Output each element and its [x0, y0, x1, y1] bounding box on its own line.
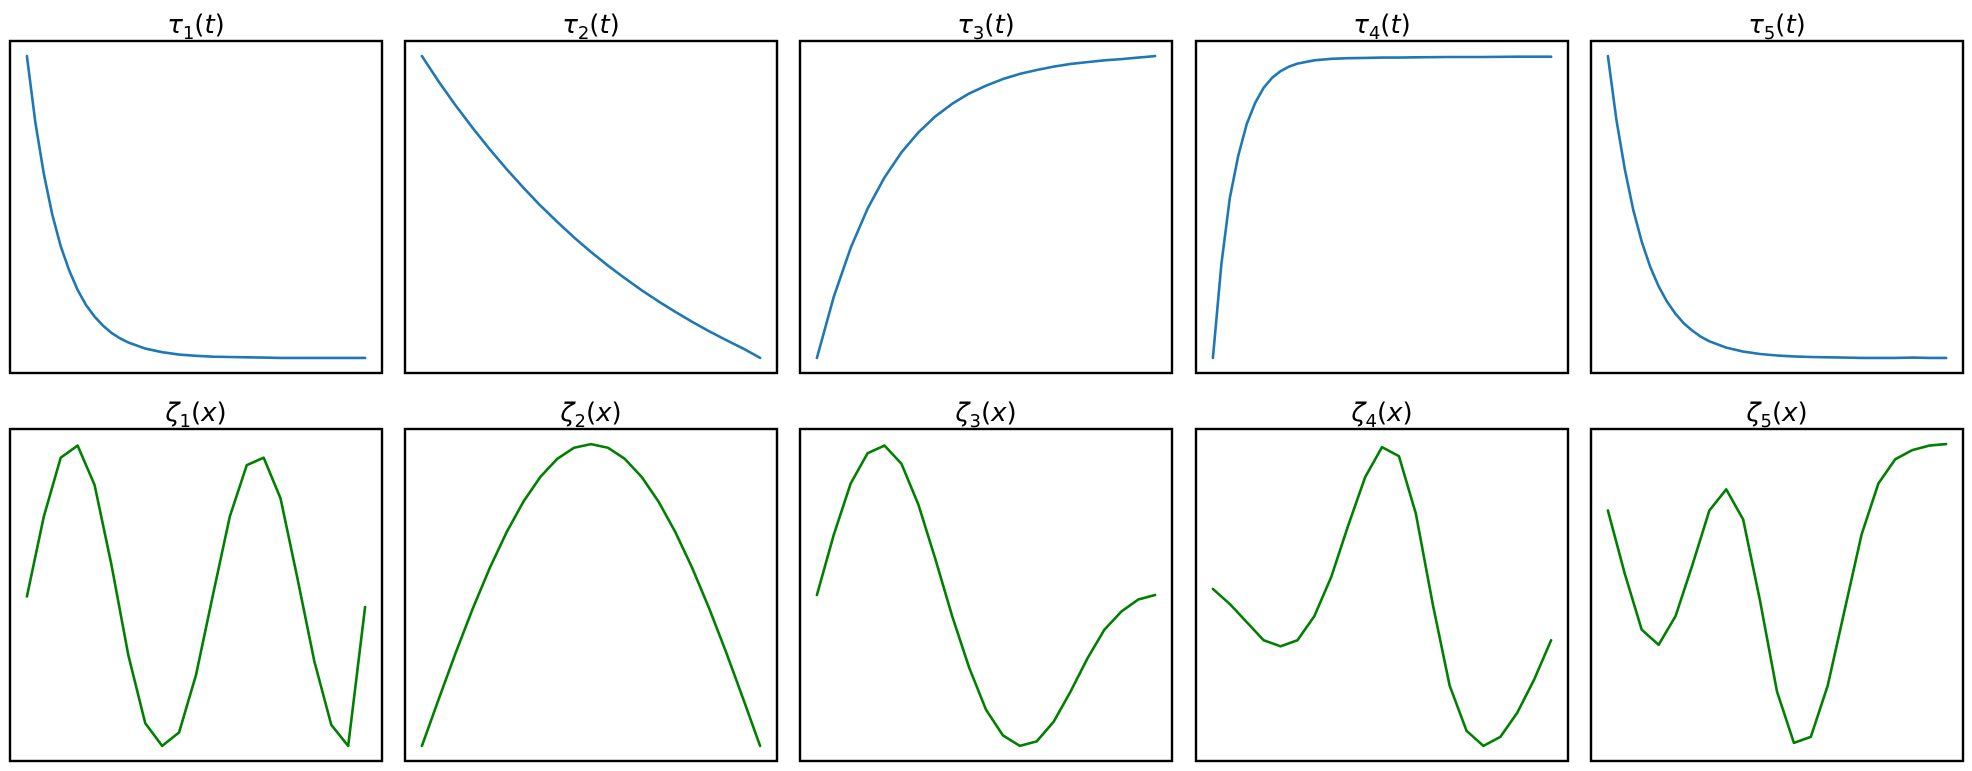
tau-1-title: τ1(t): [167, 10, 225, 44]
tau-2-line-0: [420, 54, 762, 360]
zeta-3-title-arg: x: [990, 398, 1007, 428]
zeta-2-title-symbol: ζ: [559, 398, 576, 428]
zeta-5-line-0: [1606, 442, 1948, 745]
zeta-2-title-close-paren: ): [612, 398, 622, 428]
zeta-1-title: ζ1(x): [164, 398, 226, 432]
zeta-5-title: ζ5(x): [1745, 398, 1807, 432]
tau-2-title-symbol: τ: [562, 10, 578, 40]
zeta-5-panel: ζ5(x): [1589, 398, 1965, 763]
tau-5-title-close-paren: ): [1796, 10, 1806, 40]
zeta-1-line-0: [25, 444, 367, 748]
tau-1-title-symbol: τ: [167, 10, 183, 40]
zeta-2-axes-frame: [403, 427, 779, 763]
tau-5-title-symbol: τ: [1748, 10, 1764, 40]
zeta-2-title-arg: x: [595, 398, 612, 428]
zeta-4-axes-frame: [1194, 427, 1570, 763]
subplot-grid: τ1(t) τ2(t) τ3(t) τ4(t) τ5(t)ζ1(x) ζ2(x) ζ3(x)…: [8, 10, 1965, 763]
tau-1-axes-frame: [8, 39, 384, 375]
tau-3-title-arg: t: [994, 10, 1005, 40]
zeta-5-title-subscript: 5: [1761, 411, 1772, 432]
zeta-3-title-symbol: ζ: [954, 398, 971, 428]
tau-4-line-0: [1211, 55, 1553, 360]
tau-2-title-open-paren: (: [589, 10, 599, 40]
zeta-4-title-subscript: 4: [1366, 411, 1377, 432]
tau-2-title-close-paren: ): [610, 10, 620, 40]
tau-3-title-symbol: τ: [957, 10, 973, 40]
zeta-5-axes-frame: [1589, 427, 1965, 763]
tau-2-title-subscript: 2: [578, 23, 589, 44]
zeta-3-title-subscript: 3: [970, 411, 981, 432]
tau-3-line-0: [815, 54, 1157, 360]
zeta-3-line-0: [815, 444, 1157, 748]
zeta-3-axes-frame: [798, 427, 1174, 763]
tau-1-title-open-paren: (: [194, 10, 204, 40]
zeta-1-title-open-paren: (: [191, 398, 201, 428]
tau-2-title-arg: t: [599, 10, 610, 40]
tau-3-title-open-paren: (: [984, 10, 994, 40]
zeta-4-panel: ζ4(x): [1194, 398, 1570, 763]
zeta-4-title-open-paren: (: [1377, 398, 1387, 428]
zeta-1-panel: ζ1(x): [8, 398, 384, 763]
zeta-2-panel: ζ2(x): [403, 398, 779, 763]
tau-4-title-subscript: 4: [1369, 23, 1380, 44]
tau-5-line-0: [1606, 54, 1948, 360]
tau-2-panel: τ2(t): [403, 10, 779, 375]
zeta-4-title-arg: x: [1386, 398, 1403, 428]
tau-1-title-close-paren: ): [215, 10, 225, 40]
tau-5-axes-frame: [1589, 39, 1965, 375]
zeta-1-title-subscript: 1: [180, 411, 191, 432]
zeta-1-title-arg: x: [200, 398, 217, 428]
tau-3-title: τ3(t): [957, 10, 1015, 44]
zeta-2-line-0: [420, 442, 762, 748]
tau-4-title-symbol: τ: [1353, 10, 1369, 40]
tau-4-panel: τ4(t): [1194, 10, 1570, 375]
tau-3-axes-frame: [798, 39, 1174, 375]
zeta-2-title: ζ2(x): [559, 398, 621, 432]
zeta-5-title-close-paren: ): [1798, 398, 1808, 428]
zeta-5-title-open-paren: (: [1772, 398, 1782, 428]
tau-4-title-arg: t: [1390, 10, 1401, 40]
zeta-5-title-symbol: ζ: [1745, 398, 1762, 428]
zeta-1-axes-frame: [8, 427, 384, 763]
zeta-3-panel: ζ3(x): [798, 398, 1174, 763]
tau-4-axes-frame: [1194, 39, 1570, 375]
tau-4-title-close-paren: ): [1401, 10, 1411, 40]
tau-5-title-open-paren: (: [1775, 10, 1785, 40]
tau-5-title-arg: t: [1785, 10, 1796, 40]
zeta-5-title-arg: x: [1781, 398, 1798, 428]
tau-1-line-0: [25, 54, 367, 360]
tau-2-title: τ2(t): [562, 10, 620, 44]
tau-1-panel: τ1(t): [8, 10, 384, 375]
tau-3-title-subscript: 3: [973, 23, 984, 44]
tau-2-axes-frame: [403, 39, 779, 375]
zeta-3-title-close-paren: ): [1007, 398, 1017, 428]
tau-3-panel: τ3(t): [798, 10, 1174, 375]
zeta-4-title-close-paren: ): [1403, 398, 1413, 428]
tau-1-title-arg: t: [204, 10, 215, 40]
zeta-2-title-subscript: 2: [575, 411, 586, 432]
zeta-4-line-0: [1211, 445, 1553, 748]
tau-5-title-subscript: 5: [1764, 23, 1775, 44]
tau-4-title-open-paren: (: [1380, 10, 1390, 40]
zeta-1-title-symbol: ζ: [164, 398, 181, 428]
tau-1-title-subscript: 1: [183, 23, 194, 44]
zeta-4-title-symbol: ζ: [1350, 398, 1367, 428]
tau-4-title: τ4(t): [1353, 10, 1411, 44]
tau-5-title: τ5(t): [1748, 10, 1806, 44]
zeta-1-title-close-paren: ): [217, 398, 227, 428]
tau-5-panel: τ5(t): [1589, 10, 1965, 375]
tau-3-title-close-paren: ): [1005, 10, 1015, 40]
zeta-2-title-open-paren: (: [586, 398, 596, 428]
zeta-3-title-open-paren: (: [981, 398, 991, 428]
zeta-3-title: ζ3(x): [954, 398, 1016, 432]
zeta-4-title: ζ4(x): [1350, 398, 1412, 432]
